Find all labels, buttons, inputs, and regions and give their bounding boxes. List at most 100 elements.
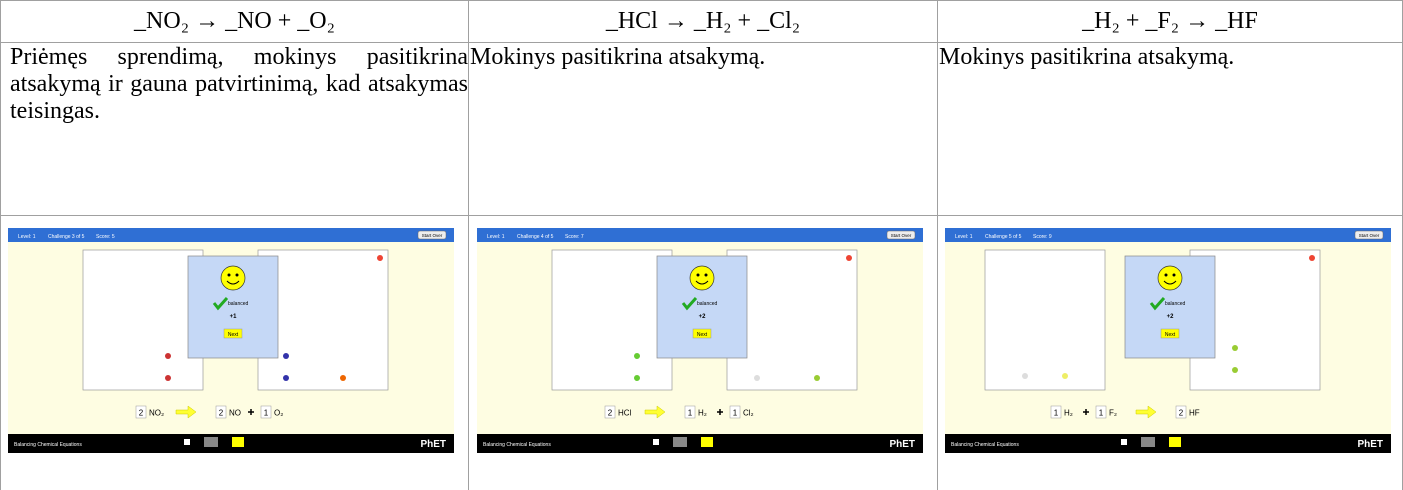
top-bar: [8, 228, 454, 242]
coef-box: [135, 405, 147, 419]
points: +2: [699, 314, 707, 320]
coef-box: [1175, 405, 1187, 419]
challenge: Challenge 3 of 5: [48, 234, 85, 240]
border: [0, 42, 1403, 43]
start-over-button[interactable]: Start Over: [891, 233, 912, 238]
start-over-button[interactable]: Start Over: [1359, 233, 1380, 238]
home-icon: [1121, 439, 1127, 445]
phet-logo: PhET: [1357, 439, 1383, 450]
cell-text: Mokinys pasitikrina atsakymą.: [470, 44, 766, 70]
coef-box: [1095, 405, 1107, 419]
coefficient: 2: [139, 409, 144, 418]
molecule: [1022, 373, 1028, 379]
points: +1: [230, 314, 238, 320]
eye: [696, 273, 700, 277]
plus: [1083, 409, 1089, 415]
molecule: [340, 375, 346, 381]
next-button[interactable]: Next: [228, 332, 239, 338]
coef-box: [260, 405, 272, 419]
screen-icon: [1169, 437, 1181, 447]
screen-icon: [204, 437, 218, 447]
cell-text: Mokinys pasitikrina atsakymą.: [939, 44, 1235, 70]
eye: [235, 273, 239, 277]
coef-box: [684, 405, 696, 419]
home-icon: [653, 439, 659, 445]
challenge: Challenge 5 of 5: [985, 234, 1022, 240]
smiley: [220, 265, 246, 291]
formula: Cl₂: [743, 409, 754, 418]
coefficient: 1: [733, 409, 738, 418]
reset-icon: [846, 255, 852, 261]
plus: [248, 409, 254, 415]
smiley: [689, 265, 715, 291]
equation-header: _HCl → _H₂ + _Cl₂: [605, 8, 801, 34]
coefficient: 2: [1179, 409, 1184, 418]
formula: O₂: [274, 409, 283, 418]
next-bg: [223, 328, 243, 339]
molecule: [165, 353, 171, 359]
border: [0, 215, 1403, 216]
arrow: [1135, 405, 1157, 419]
score: Score: 7: [565, 234, 584, 240]
score: Score: 9: [1033, 234, 1052, 240]
eye: [1172, 273, 1176, 277]
molecule: [814, 375, 820, 381]
status: balanced: [1165, 301, 1186, 307]
button-bg: [1354, 230, 1384, 240]
button-bg: [417, 230, 447, 240]
phet-logo: PhET: [420, 439, 446, 450]
top-bar: [477, 228, 923, 242]
screenshot: Level: 1 Challenge 4 of 5 Score: 7 Start Ov…: [477, 228, 923, 453]
coefficient: 1: [1099, 409, 1104, 418]
molecule: [754, 375, 760, 381]
challenge: Challenge 4 of 5: [517, 234, 554, 240]
coef-box: [1050, 405, 1062, 419]
border: [937, 0, 938, 490]
formula: H₂: [698, 409, 707, 418]
screen-icon: [701, 437, 713, 447]
phet-logo: PhET: [889, 439, 915, 450]
level: Level: 1: [955, 234, 973, 240]
coefficient: 2: [608, 409, 613, 418]
formula: NO: [229, 409, 241, 418]
coef-box: [215, 405, 227, 419]
molecule: [634, 375, 640, 381]
equation-header: _NO₂ → _NO + _O₂: [134, 8, 335, 34]
eye: [704, 273, 708, 277]
mouth: [695, 280, 709, 285]
arrow: [175, 405, 197, 419]
reactant-box: [984, 249, 1106, 391]
formula: NO₂: [149, 409, 164, 418]
bottom-bar: [8, 434, 454, 453]
coefficient: 1: [688, 409, 693, 418]
molecule: [1232, 367, 1238, 373]
reactant-box: [82, 249, 204, 391]
score: Score: 5: [96, 234, 115, 240]
footer-title: Balancing Chemical Equations: [483, 442, 551, 448]
eye: [227, 273, 231, 277]
screenshot: Level: 1 Challenge 5 of 5 Score: 9 Start Ov…: [945, 228, 1391, 453]
points: +2: [1167, 314, 1175, 320]
molecule: [1232, 345, 1238, 351]
next-button[interactable]: Next: [697, 332, 708, 338]
product-box: [257, 249, 389, 391]
molecule: [1062, 373, 1068, 379]
coefficient: 1: [264, 409, 269, 418]
mouth: [226, 280, 240, 285]
home-icon: [184, 439, 190, 445]
status: balanced: [228, 301, 249, 307]
border: [0, 0, 1403, 1]
next-bg: [692, 328, 712, 339]
next-button[interactable]: Next: [1165, 332, 1176, 338]
button-bg: [886, 230, 916, 240]
molecule: [634, 353, 640, 359]
reactant-box: [551, 249, 673, 391]
formula: H₂: [1064, 409, 1073, 418]
screen-icon: [673, 437, 687, 447]
smiley: [1157, 265, 1183, 291]
check: [212, 296, 229, 311]
start-over-button[interactable]: Start Over: [422, 233, 443, 238]
check: [1149, 296, 1166, 311]
plus: [717, 409, 723, 415]
molecule: [165, 375, 171, 381]
